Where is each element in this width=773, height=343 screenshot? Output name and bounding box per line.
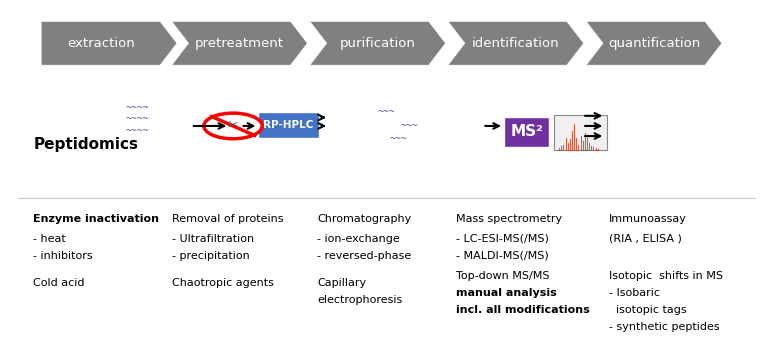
Text: ~~~~
~~~~
~~~~: ~~~~ ~~~~ ~~~~ [125,103,149,136]
Polygon shape [448,21,584,65]
Text: - inhibitors: - inhibitors [33,251,93,261]
Text: - synthetic peptides: - synthetic peptides [609,322,720,332]
Text: manual analysis: manual analysis [455,288,557,298]
Text: Removal of proteins: Removal of proteins [172,214,283,224]
Text: - ion-exchange: - ion-exchange [318,234,400,244]
Text: electrophoresis: electrophoresis [318,295,403,305]
Text: - precipitation: - precipitation [172,251,250,261]
Text: Peptidomics: Peptidomics [33,137,138,152]
Text: ~~~: ~~~ [378,107,395,117]
Text: - Isobaric: - Isobaric [609,288,660,298]
Text: Cold acid: Cold acid [33,278,85,288]
FancyBboxPatch shape [553,115,607,150]
Text: ✂: ✂ [228,119,238,132]
Text: incl. all modifications: incl. all modifications [455,305,589,315]
Text: Immunoassay: Immunoassay [609,214,687,224]
Text: - reversed-phase: - reversed-phase [318,251,412,261]
Circle shape [204,113,262,139]
Text: pretreatment: pretreatment [195,37,284,50]
Text: - heat: - heat [33,234,66,244]
Text: isotopic tags: isotopic tags [609,305,686,315]
Text: Capillary: Capillary [318,278,366,288]
Text: purification: purification [340,37,416,50]
Text: RP-HPLC: RP-HPLC [264,120,314,130]
Text: - LC-ESI-MS(/MS): - LC-ESI-MS(/MS) [455,234,549,244]
Text: Chaotropic agents: Chaotropic agents [172,278,274,288]
Text: quantification: quantification [608,37,700,50]
Text: MS²: MS² [510,125,543,139]
Text: Enzyme inactivation: Enzyme inactivation [33,214,159,224]
Text: Top-down MS/MS: Top-down MS/MS [455,271,549,281]
Polygon shape [310,21,445,65]
Text: identification: identification [472,37,560,50]
Polygon shape [586,21,722,65]
Text: Isotopic  shifts in MS: Isotopic shifts in MS [609,271,723,281]
Text: ~~~: ~~~ [389,134,407,144]
FancyBboxPatch shape [258,112,319,139]
Text: Chromatography: Chromatography [318,214,412,224]
FancyBboxPatch shape [504,117,549,147]
Text: extraction: extraction [66,37,135,50]
Text: - Ultrafiltration: - Ultrafiltration [172,234,254,244]
Text: ~~~: ~~~ [400,121,418,131]
Polygon shape [172,21,308,65]
Polygon shape [41,21,177,65]
Text: Mass spectrometry: Mass spectrometry [455,214,562,224]
Text: - MALDI-MS(/MS): - MALDI-MS(/MS) [455,251,548,261]
Text: (RIA , ELISA ): (RIA , ELISA ) [609,234,682,244]
